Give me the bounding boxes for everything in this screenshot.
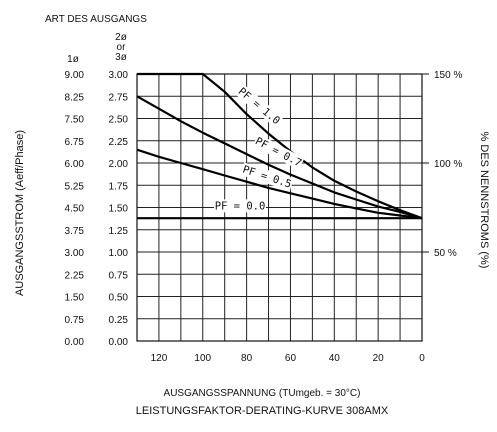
x-tick-label: 0 (419, 353, 425, 364)
series-label: PF = 1.0 (236, 85, 282, 127)
y-tick-label-3ph: 0.50 (109, 293, 129, 304)
header-sub-3ph: 3ø (115, 52, 127, 63)
series-label: PF = 0.0 (215, 200, 266, 212)
y-tick-label-1ph: 6.00 (65, 159, 85, 170)
y-tick-label-1ph: 4.50 (65, 204, 85, 215)
y-tick-label-1ph: 1.50 (65, 293, 85, 304)
y-tick-label-3ph: 1.75 (109, 181, 129, 192)
y-tick-label-1ph: 9.00 (65, 70, 85, 81)
y-tick-label-1ph: 8.25 (65, 92, 85, 103)
y-tick-label-3ph: 2.00 (109, 159, 129, 170)
y-tick-label-3ph: 1.50 (109, 204, 129, 215)
x-tick-label: 80 (241, 353, 253, 364)
x-tick-label: 60 (285, 353, 297, 364)
series-label-background (252, 133, 305, 170)
y-tick-label-1ph: 0.75 (65, 315, 85, 326)
series-label-background (235, 84, 284, 128)
y-tick-label-1ph: 3.00 (65, 248, 85, 259)
right-tick-label: 100 % (434, 159, 462, 170)
y-tick-label-1ph: 2.25 (65, 270, 85, 281)
series-label-group: PF = 0.7 (252, 133, 305, 170)
y-tick-label-3ph: 2.50 (109, 115, 129, 126)
series-line (136, 95, 423, 220)
header-sub-2ph: 2ø (115, 32, 127, 43)
x-tick-label: 100 (194, 353, 211, 364)
y-tick-label-3ph: 1.25 (109, 226, 129, 237)
x-tick-label: 40 (329, 353, 341, 364)
chart-header: ART DES AUSGANGS (45, 14, 147, 25)
series-label-background (214, 199, 266, 213)
y-tick-label-3ph: 0.25 (109, 315, 129, 326)
chart-title: LEISTUNGSFAKTOR-DERATING-KURVE 308AMX (136, 405, 389, 417)
x-tick-label: 120 (151, 353, 168, 364)
y-tick-label-3ph: 2.75 (109, 92, 129, 103)
y-tick-label-3ph: 1.00 (109, 248, 129, 259)
series-line (136, 148, 423, 220)
y-tick-label-1ph: 0.00 (65, 337, 85, 348)
series-label-group: PF = 0.0 (214, 199, 266, 213)
y-tick-label-1ph: 5.25 (65, 181, 85, 192)
y-tick-label-1ph: 7.50 (65, 115, 85, 126)
y-tick-label-1ph: 6.75 (65, 137, 85, 148)
y-tick-label-1ph: 3.75 (65, 226, 85, 237)
y-tick-label-3ph: 0.75 (109, 270, 129, 281)
right-tick-label: 50 % (434, 248, 457, 259)
x-axis-label: AUSGANGSSPANNUNG (TUmgeb. = 30°C) (164, 388, 361, 399)
right-tick-label: 150 % (434, 70, 462, 81)
x-tick-label: 20 (373, 353, 385, 364)
header-sub-or: or (117, 42, 127, 53)
plot-border (136, 73, 423, 342)
y-axis-label-right: % DES NENNSTROMS (%) (478, 132, 490, 269)
series-label-background (240, 162, 294, 191)
y-tick-label-3ph: 3.00 (109, 70, 129, 81)
y-tick-label-3ph: 2.25 (109, 137, 129, 148)
y-tick-label-3ph: 0.00 (109, 337, 129, 348)
y-axis-label-left: AUSGANGSSTROM (Aeff/Phase) (14, 130, 26, 296)
col1-head: 1ø (67, 54, 79, 65)
series-label-group: PF = 1.0 (235, 84, 284, 128)
